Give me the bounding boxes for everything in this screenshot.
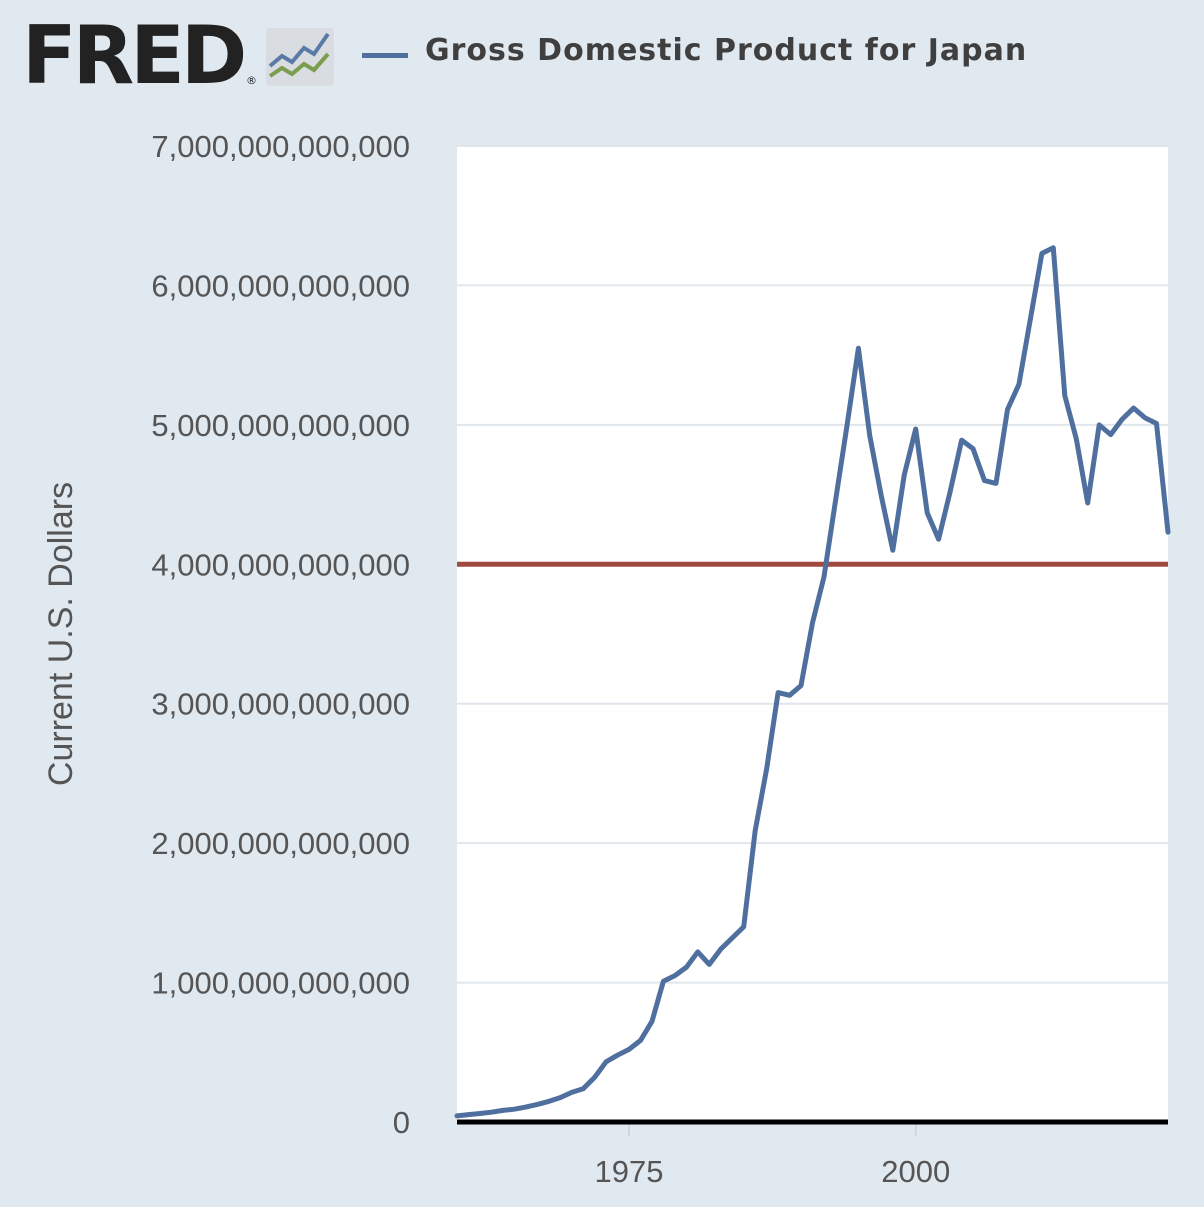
line-chart-icon bbox=[266, 28, 334, 86]
y-tick-label: 0 bbox=[393, 1105, 410, 1140]
x-tick-label: 2000 bbox=[881, 1154, 950, 1189]
x-axis: 1975 2000 bbox=[595, 1122, 950, 1189]
y-tick-label: 2,000,000,000,000 bbox=[151, 826, 410, 861]
chart-header: FRED ® Gross Domestic Product for Japan bbox=[0, 0, 1204, 120]
legend-series-label[interactable]: Gross Domestic Product for Japan bbox=[425, 33, 1028, 68]
logo-registered-mark: ® bbox=[246, 74, 257, 87]
y-tick-label: 3,000,000,000,000 bbox=[151, 687, 410, 722]
y-tick-label: 5,000,000,000,000 bbox=[151, 408, 410, 443]
y-tick-label: 1,000,000,000,000 bbox=[151, 966, 410, 1001]
series-line[interactable] bbox=[454, 245, 1171, 1119]
y-tick-label: 6,000,000,000,000 bbox=[151, 268, 410, 303]
y-axis-title: Current U.S. Dollars bbox=[42, 482, 80, 786]
y-tick-label: 7,000,000,000,000 bbox=[151, 129, 410, 164]
y-tick-label: 4,000,000,000,000 bbox=[151, 547, 410, 582]
series-lines bbox=[454, 245, 1171, 1119]
y-axis: 0 1,000,000,000,000 2,000,000,000,000 3,000… bbox=[151, 129, 410, 1140]
reference-lines bbox=[457, 561, 1168, 1125]
legend-series-swatch bbox=[362, 53, 408, 58]
x-tick-label: 1975 bbox=[595, 1154, 664, 1189]
fred-logo[interactable]: FRED bbox=[22, 9, 247, 102]
